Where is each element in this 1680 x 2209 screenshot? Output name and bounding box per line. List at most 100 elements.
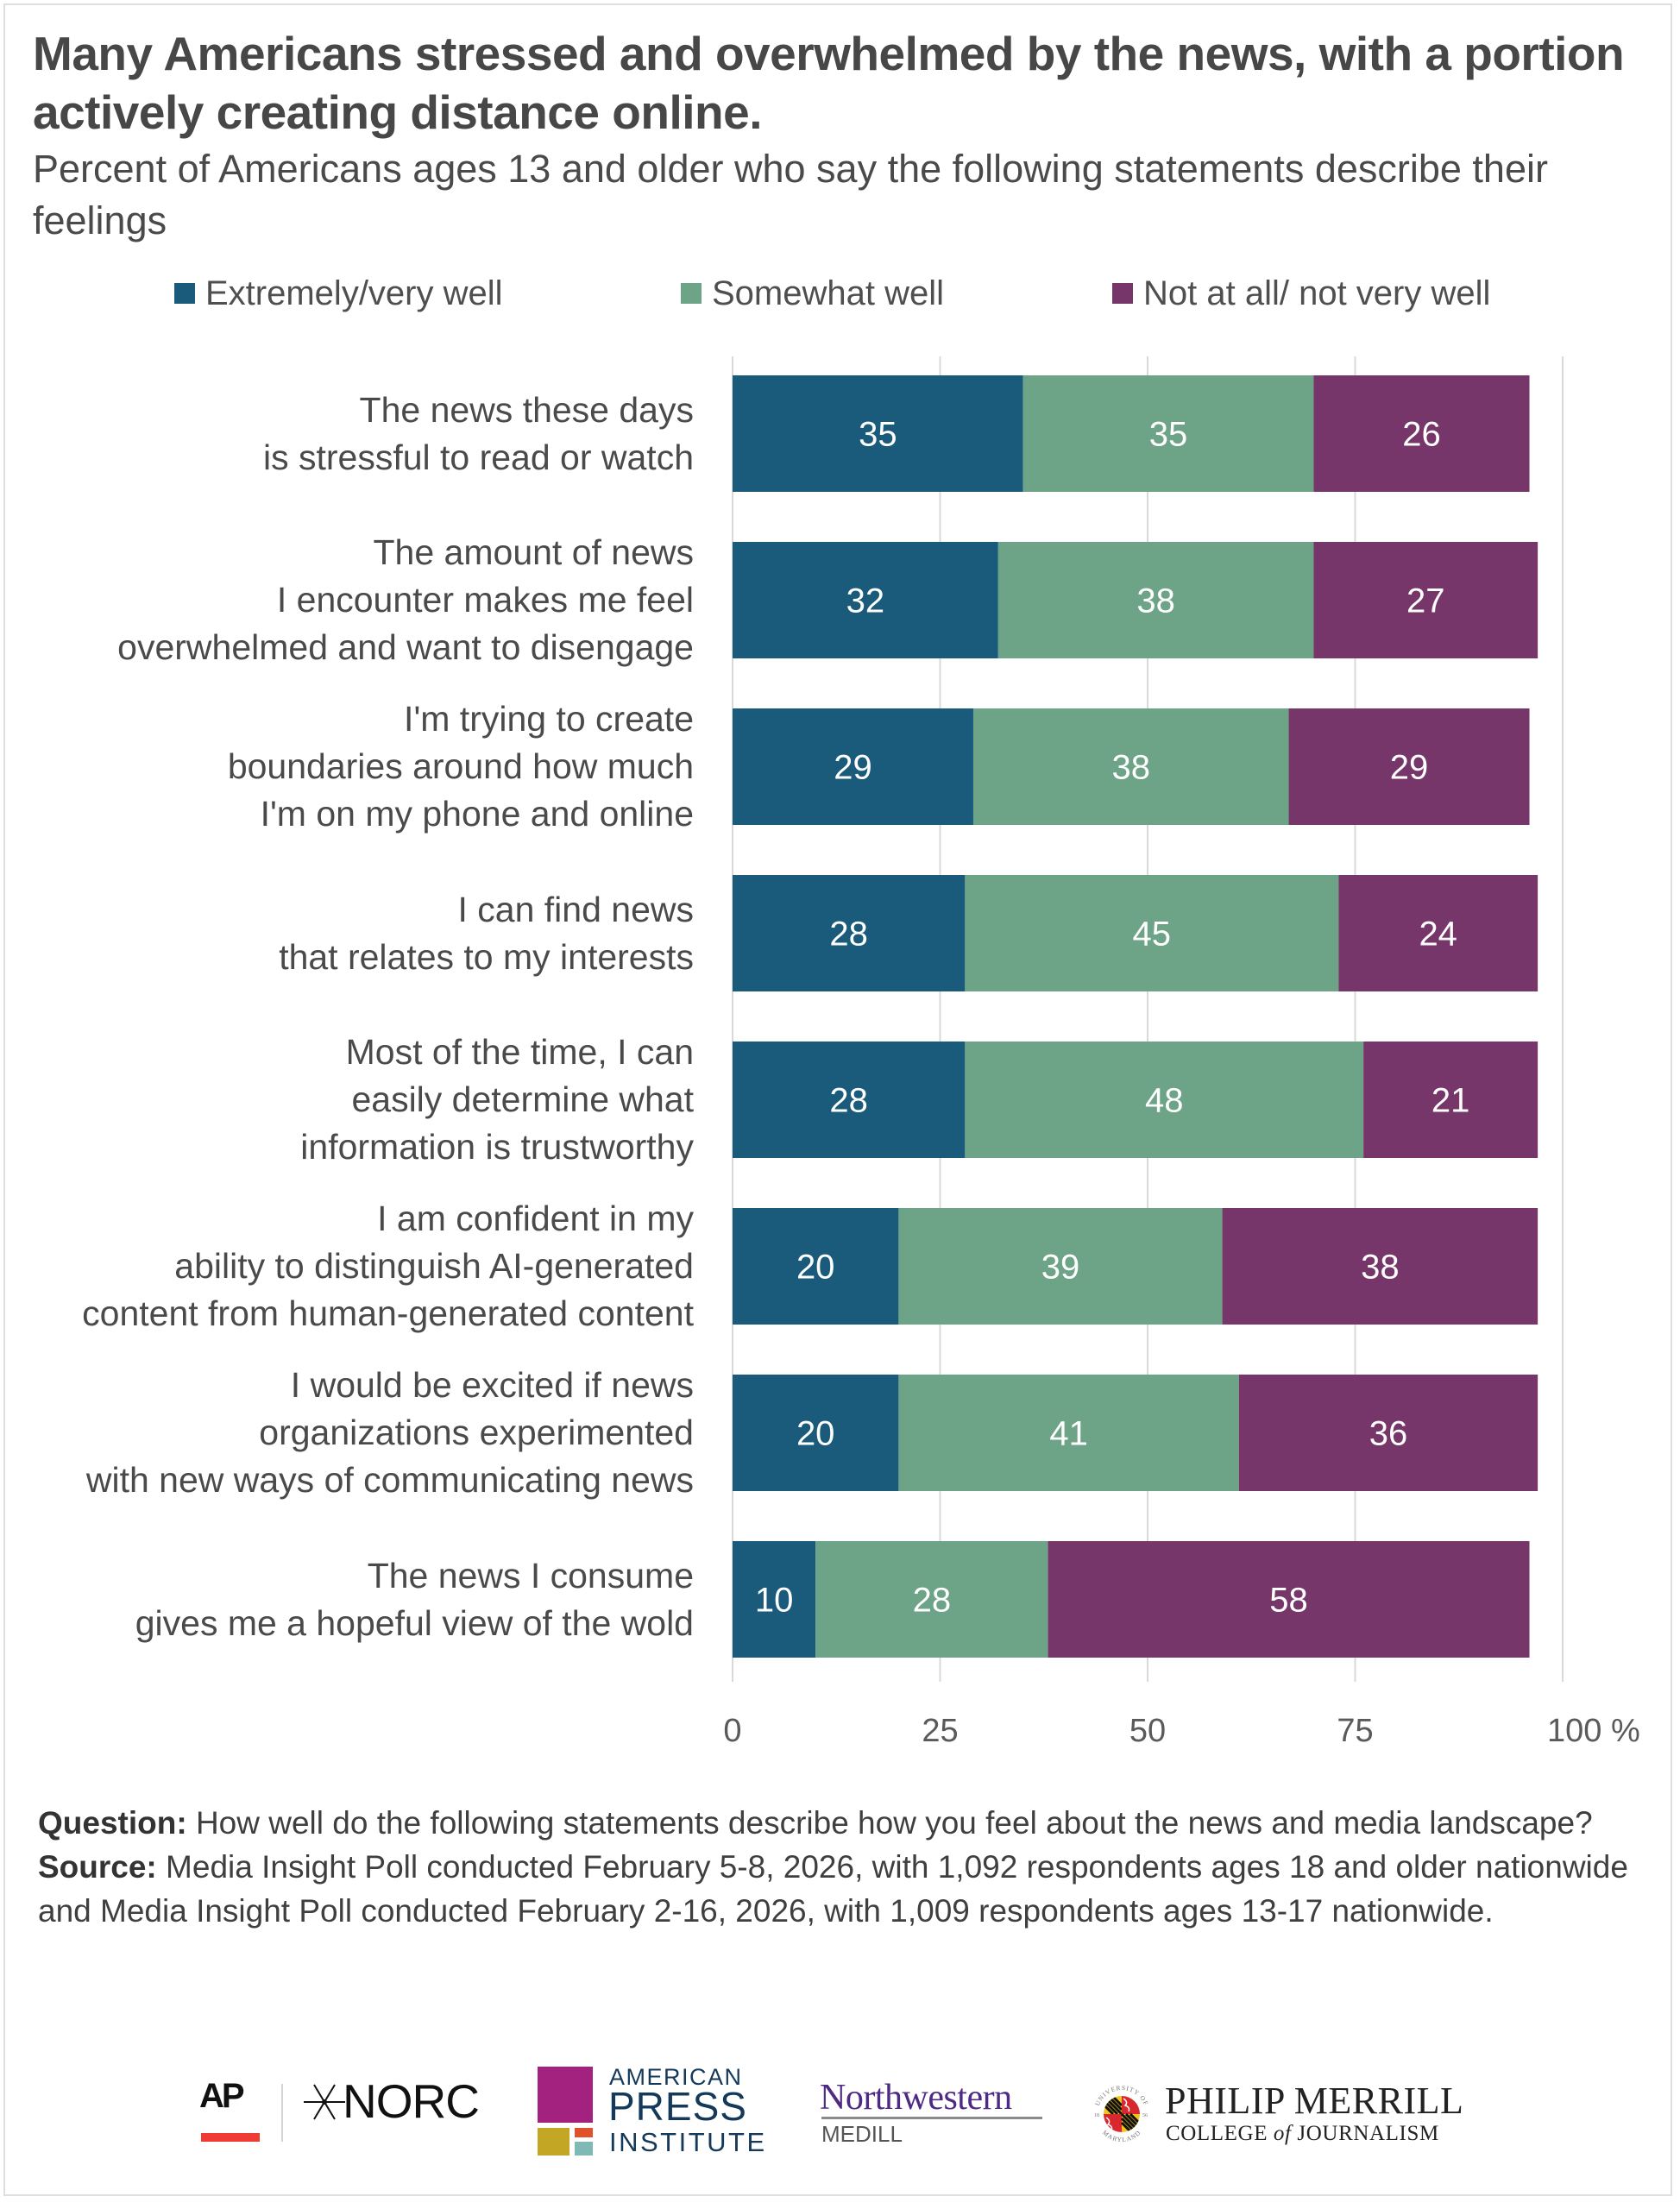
bar-value-label: 28 <box>913 1582 952 1620</box>
bar-value-label: 41 <box>1049 1415 1088 1453</box>
bar-value-label: 27 <box>1406 582 1445 620</box>
category-label: The news I consume gives me a hopeful vi… <box>135 1555 694 1643</box>
api-text-press: PRESS <box>608 2084 747 2129</box>
bar-segment-extremely-very-well <box>733 1541 816 1658</box>
bar-value-label: 28 <box>829 1082 868 1120</box>
bar-value-label: 21 <box>1431 1082 1470 1120</box>
bar-value-label: 36 <box>1369 1415 1408 1453</box>
legend-label: Not at all/ not very well <box>1143 274 1491 312</box>
bar-segment-somewhat-well <box>972 708 1289 825</box>
bar-segment-extremely-very-well <box>733 708 973 825</box>
stacked-bar-chart: 35 35 26 32 38 27 29 38 29 28 45 24 28 48 21 20 39 38 20 41… <box>723 356 1640 1749</box>
bar-segment-extremely-very-well <box>733 875 966 991</box>
legend-swatch-not-at-all-not-very-well <box>1112 283 1133 304</box>
source-label: Source: <box>38 1849 157 1885</box>
x-tick-label: 75 <box>1337 1713 1373 1749</box>
ap-logo-text: AP <box>199 2077 245 2115</box>
bar-segment-not-at-all <box>1313 542 1538 658</box>
university-of-maryland-seal-icon: UNIVERSITY OF MARYLAND 18 56 <box>1091 2083 1153 2145</box>
api-square-yellow <box>538 2128 569 2156</box>
source-note: Source: Media Insight Poll conducted Feb… <box>38 1845 1643 1933</box>
northwestern-underline <box>821 2117 1042 2119</box>
bar-segment-not-at-all <box>1338 875 1538 991</box>
bar-segment-somewhat-well <box>997 542 1314 658</box>
bar-segment-extremely-very-well <box>733 1042 966 1158</box>
bar-segment-extremely-very-well <box>733 1375 899 1491</box>
bar-segment-somewhat-well <box>898 1375 1239 1491</box>
ap-logo: AP <box>199 2077 261 2143</box>
bar-segment-extremely-very-well <box>733 1208 899 1325</box>
merrill-text-line2: COLLEGE of JOURNALISM <box>1166 2123 1439 2145</box>
bar-segment-extremely-very-well <box>733 542 998 658</box>
category-label: Most of the time, I can easily determine… <box>300 1032 694 1167</box>
bar-value-label: 48 <box>1145 1082 1184 1120</box>
bar-value-label: 26 <box>1402 416 1441 454</box>
category-label: I would be excited if news organizations… <box>85 1365 694 1500</box>
api-square-orange <box>575 2128 593 2137</box>
bar-segment-not-at-all <box>1048 1541 1530 1658</box>
x-axis-ticks: 0 25 50 75 100 % <box>723 1713 1639 1749</box>
api-square-teal <box>575 2142 593 2156</box>
category-label: I can find news that relates to my inter… <box>279 889 694 977</box>
category-label: The news these days is stressful to read… <box>262 389 694 477</box>
logo-divider <box>281 2084 283 2142</box>
merrill-text-line1: PHILIP MERRILL <box>1165 2080 1464 2122</box>
bar-segment-not-at-all <box>1363 1042 1538 1158</box>
legend-item-not-at-all-not-very-well: Not at all/ not very well <box>1112 274 1490 312</box>
bar-value-label: 58 <box>1269 1582 1308 1620</box>
api-square-magenta <box>538 2067 593 2123</box>
ap-logo-underline <box>201 2133 260 2142</box>
northwestern-medill-logo: Northwestern MEDILL <box>820 2080 1046 2149</box>
bar-segment-somewhat-well <box>965 875 1339 991</box>
bar-segment-not-at-all <box>1238 1375 1538 1491</box>
question-note: Question: How well do the following stat… <box>38 1801 1643 1845</box>
legend-item-extremely-very-well: Extremely/very well <box>174 274 503 312</box>
merrill-college-logo: PHILIP MERRILL COLLEGE of JOURNALISM <box>1165 2080 1493 2145</box>
category-label: I am confident in my ability to distingu… <box>82 1199 694 1333</box>
bar-value-label: 28 <box>829 916 868 953</box>
legend-label: Somewhat well <box>712 274 945 312</box>
bar-segment-not-at-all <box>1313 375 1530 492</box>
bar-value-label: 35 <box>1149 416 1188 454</box>
question-text: How well do the following statements des… <box>186 1805 1593 1841</box>
chart-title: Many Americans stressed and overwhelmed … <box>33 27 1625 139</box>
x-tick-label: 0 <box>723 1713 741 1749</box>
bar-value-label: 45 <box>1133 916 1172 953</box>
bar-segment-somewhat-well <box>815 1541 1048 1658</box>
bar-segment-somewhat-well <box>898 1208 1223 1325</box>
bar-value-label: 20 <box>796 1415 835 1453</box>
bar-segment-somewhat-well <box>965 1042 1364 1158</box>
bar-value-label: 29 <box>1390 749 1429 787</box>
api-logo: AMERICAN PRESS INSTITUTE <box>538 2066 779 2162</box>
bar-segment-extremely-very-well <box>733 375 1023 492</box>
bar-segment-not-at-all <box>1222 1208 1538 1325</box>
bar-value-label: 38 <box>1136 582 1175 620</box>
legend-swatch-somewhat-well <box>681 283 702 304</box>
bar-value-label: 10 <box>755 1582 794 1620</box>
bar-segment-somewhat-well <box>1022 375 1314 492</box>
bar-value-label: 29 <box>834 749 872 787</box>
bar-value-label: 20 <box>796 1249 835 1287</box>
x-tick-label: 100 % <box>1547 1713 1640 1749</box>
chart-subtitle: Percent of Americans ages 13 and older w… <box>33 147 1548 242</box>
api-text-institute: INSTITUTE <box>609 2127 767 2157</box>
legend-swatch-extremely-very-well <box>174 283 195 304</box>
category-label: The amount of news I encounter makes me … <box>117 532 694 667</box>
northwestern-text: Northwestern <box>820 2078 1012 2118</box>
bar-segment-not-at-all <box>1288 708 1530 825</box>
legend-label: Extremely/very well <box>205 274 503 312</box>
norc-logo-text: NORC <box>343 2074 480 2128</box>
merrill-college-word: COLLEGE <box>1166 2122 1274 2145</box>
bar-value-label: 38 <box>1361 1249 1400 1287</box>
bars: 35 35 26 32 38 27 29 38 29 28 45 24 28 48 21 20 39 38 20 41… <box>733 375 1538 1658</box>
question-label: Question: <box>38 1805 187 1841</box>
seal-text-left: 18 <box>1094 2113 1099 2118</box>
chart-notes: Question: How well do the following stat… <box>38 1801 1643 1933</box>
legend-item-somewhat-well: Somewhat well <box>681 274 944 312</box>
bar-value-label: 39 <box>1041 1249 1080 1287</box>
medill-text: MEDILL <box>821 2121 903 2147</box>
bar-value-label: 35 <box>859 416 897 454</box>
x-tick-label: 50 <box>1129 1713 1166 1749</box>
source-text: Media Insight Poll conducted February 5-… <box>38 1849 1628 1929</box>
bar-value-label: 24 <box>1419 916 1457 953</box>
